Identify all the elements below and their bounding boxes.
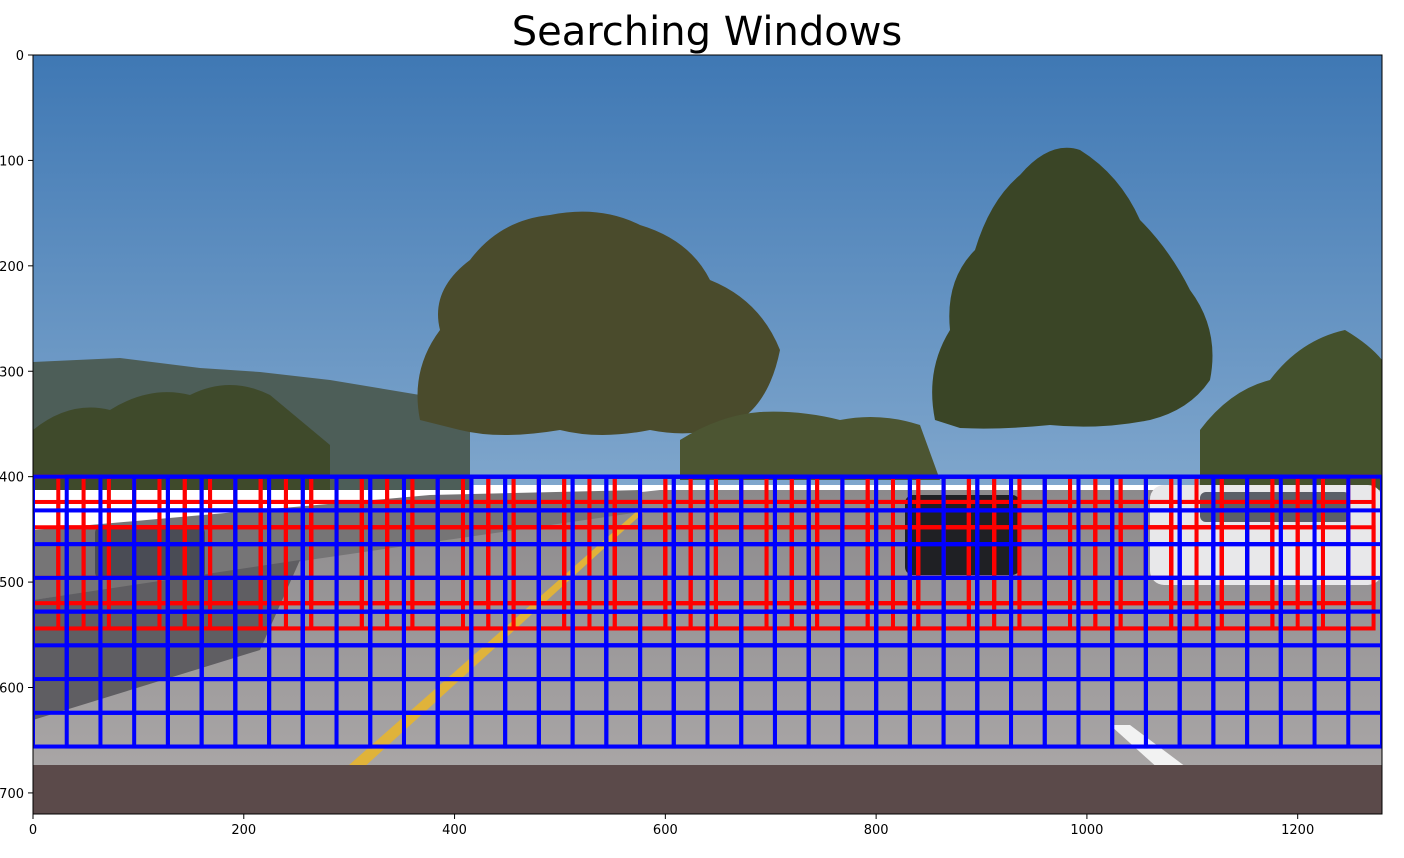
plot-frame (32, 54, 1383, 815)
right-tree (932, 147, 1213, 429)
y-tick-label: 100 (0, 154, 24, 169)
x-tick-label: 1000 (1070, 823, 1103, 838)
x-tick-label: 200 (231, 823, 256, 838)
x-tick-label: 400 (442, 823, 467, 838)
car-left (95, 525, 205, 580)
y-tick-label: 500 (0, 576, 24, 591)
y-tick-label: 400 (0, 471, 24, 486)
car-white-window (1200, 492, 1350, 522)
y-axis: 0 100 200 300 400 500 600 700 (0, 49, 33, 802)
center-tree (417, 211, 780, 435)
x-tick-label: 1200 (1281, 823, 1314, 838)
hood-foreground (33, 765, 1382, 814)
search-windows (33, 474, 1382, 749)
x-tick-label: 600 (653, 823, 678, 838)
y-tick-label: 0 (16, 49, 24, 64)
y-tick-label: 200 (0, 260, 24, 275)
chart-title: Searching Windows (512, 9, 903, 55)
x-tick-label: 800 (864, 823, 889, 838)
y-tick-label: 700 (0, 787, 24, 802)
y-tick-label: 600 (0, 682, 24, 697)
left-trees (33, 385, 330, 490)
x-axis: 0 200 400 600 800 1000 1200 (29, 814, 1314, 838)
mid-trees (680, 411, 940, 480)
far-right-trees (1200, 330, 1382, 490)
y-tick-label: 300 (0, 365, 24, 380)
x-tick-label: 0 (29, 823, 37, 838)
car-dark (905, 495, 1020, 575)
